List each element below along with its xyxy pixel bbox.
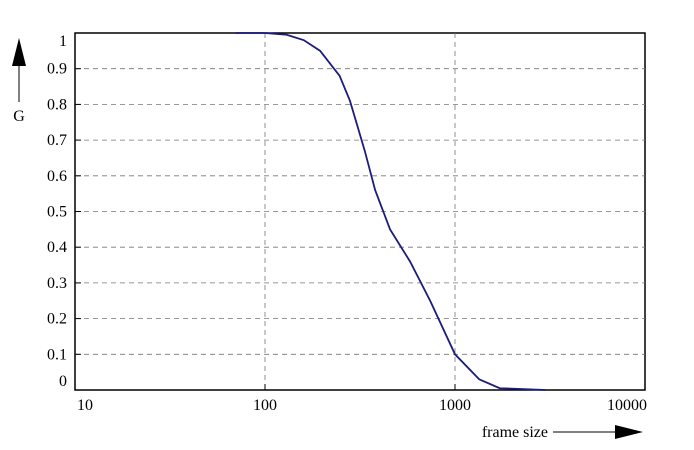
y-tick-label: 0.2 <box>47 311 67 328</box>
y-tick-label: 1 <box>59 33 67 50</box>
y-tick-label: 0.9 <box>47 61 67 78</box>
y-tick-label: 0.1 <box>47 346 67 363</box>
x-tick-label: 1000 <box>439 397 471 414</box>
y-tick-label: 0.5 <box>47 204 67 221</box>
x-arrow-head <box>615 425 643 439</box>
y-tick-label: 0.6 <box>47 168 67 185</box>
y-tick-label: 0 <box>59 373 67 390</box>
y-tick-label: 0.7 <box>47 132 67 149</box>
y-arrow-head <box>12 38 26 66</box>
x-axis-label: frame size <box>482 424 548 441</box>
y-tick-label: 0.8 <box>47 96 67 113</box>
x-tick-label: 100 <box>253 397 277 414</box>
y-axis-label: G <box>13 108 25 125</box>
x-tick-label: 10000 <box>607 397 647 414</box>
y-tick-label: 0.3 <box>47 275 67 292</box>
y-tick-label: 0.4 <box>47 239 67 256</box>
data-line <box>235 32 546 391</box>
x-tick-label: 10 <box>77 397 93 414</box>
